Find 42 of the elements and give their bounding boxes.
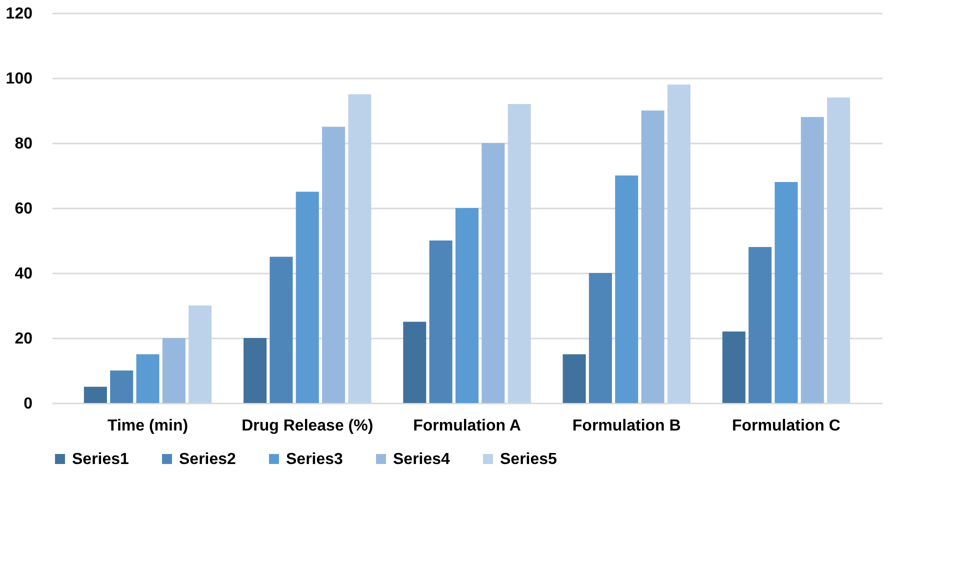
bar (270, 256, 293, 403)
bar (110, 370, 134, 403)
bar (455, 208, 479, 403)
y-tick-label: 80 (14, 136, 33, 152)
y-tick-label: 120 (6, 6, 33, 22)
y-tick-label: 0 (24, 396, 33, 412)
bar (748, 247, 772, 403)
legend-label: Series2 (179, 451, 236, 468)
bar (562, 354, 586, 403)
y-tick-label: 40 (14, 266, 33, 282)
bar (800, 117, 824, 403)
y-tick-label: 20 (14, 330, 33, 348)
x-tick-label: Drug Release (%) (242, 418, 374, 434)
x-tick-label: Formulation A (413, 418, 522, 434)
bar (244, 338, 267, 403)
bar (348, 94, 372, 403)
bar (827, 98, 850, 403)
bar (322, 126, 346, 403)
legend-label: Series5 (500, 451, 558, 468)
bar (136, 354, 160, 403)
bar (296, 192, 319, 403)
legend-label: Series4 (393, 451, 450, 468)
bar (188, 306, 212, 403)
bar (588, 273, 612, 403)
y-tick-label: 100 (6, 70, 33, 88)
legend-label: Series3 (286, 451, 344, 468)
y-tick-label: 60 (14, 200, 33, 218)
x-tick-label: Time (min) (107, 418, 188, 434)
bar (615, 176, 638, 403)
bar (84, 386, 107, 403)
bar (403, 322, 426, 403)
bar (429, 240, 452, 403)
bar (774, 182, 798, 403)
bar (722, 332, 746, 403)
bar (641, 110, 664, 403)
bar (482, 143, 505, 403)
x-tick-label: Formulation B (572, 418, 681, 434)
legend-label: Series1 (72, 451, 130, 468)
bar (508, 104, 531, 403)
bar (162, 338, 186, 403)
bar (667, 84, 690, 403)
x-tick-label: Formulation C (732, 418, 841, 434)
